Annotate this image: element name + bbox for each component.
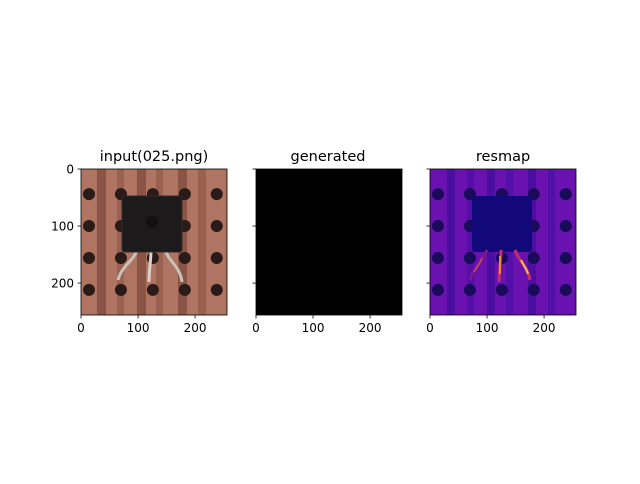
perfboard-hole: [82, 220, 95, 233]
perfboard-hole: [82, 283, 95, 296]
perfboard-hole: [431, 220, 444, 233]
perfboard-hole: [431, 283, 444, 296]
perfboard-hole: [559, 251, 572, 264]
panel-title-resmap: resmap: [476, 149, 530, 165]
x-tick-label: 200: [533, 321, 556, 335]
x-tick-label: 100: [127, 321, 150, 335]
x-tick-label: 100: [302, 321, 325, 335]
perfboard-hole: [82, 188, 95, 201]
x-tick-label: 200: [359, 321, 382, 335]
perfboard-hole: [82, 251, 95, 264]
y-tick-label: 0: [66, 162, 74, 176]
perfboard-hole: [495, 283, 508, 296]
axis-ticks: 0 100 200 0 100 200 0 100 200 0 100 200: [51, 162, 555, 335]
perfboard-hole: [114, 251, 127, 264]
input-image: [81, 169, 227, 315]
perfboard-hole: [463, 251, 476, 264]
perfboard-hole: [178, 251, 191, 264]
perfboard-hole: [146, 251, 159, 264]
panel-title-input: input(025.png): [100, 149, 209, 165]
x-tick-label: 200: [184, 321, 207, 335]
panel-title-generated: generated: [291, 149, 366, 165]
perfboard-hole: [210, 188, 223, 201]
generated-image: [256, 169, 402, 315]
resmap-hot-leads: [468, 249, 532, 283]
perfboard-hole: [114, 283, 127, 296]
perfboard-hole: [210, 220, 223, 233]
perfboard-hole: [146, 283, 159, 296]
perfboard-hole: [559, 188, 572, 201]
perfboard-hole: [178, 283, 191, 296]
resmap-transistor-region: [472, 196, 532, 252]
axes-frame-generated: [255, 168, 403, 316]
perfboard-hole: [559, 283, 572, 296]
perfboard-hole: [210, 283, 223, 296]
x-tick-label: 0: [77, 321, 85, 335]
axes-frame-input: [80, 168, 228, 316]
perfboard-hole: [210, 251, 223, 264]
x-tick-label: 0: [426, 321, 434, 335]
x-tick-label: 0: [252, 321, 260, 335]
perfboard-hole: [463, 283, 476, 296]
resmap-image: [430, 169, 576, 315]
perfboard-hole: [527, 283, 540, 296]
transistor-leads: [116, 249, 184, 283]
y-tick-label: 200: [51, 276, 74, 290]
axes-frame-resmap: [429, 168, 577, 316]
perfboard-hole: [559, 220, 572, 233]
perfboard-hole: [431, 251, 444, 264]
perfboard-hole: [527, 251, 540, 264]
x-tick-label: 100: [476, 321, 499, 335]
perfboard-hole: [431, 188, 444, 201]
y-tick-label: 100: [51, 219, 74, 233]
